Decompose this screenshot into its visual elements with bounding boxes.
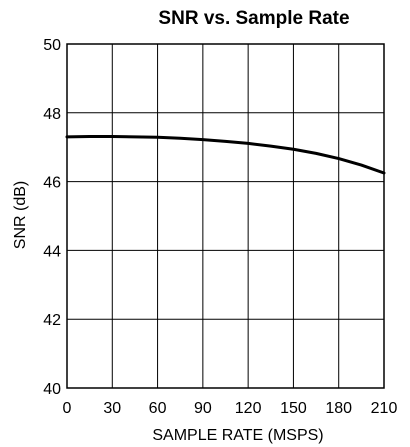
y-tick-label: 42 bbox=[43, 312, 61, 329]
y-tick-label: 40 bbox=[43, 381, 61, 398]
series-layer bbox=[65, 135, 386, 175]
x-tick-label: 180 bbox=[325, 400, 352, 417]
x-tick-label: 150 bbox=[280, 400, 307, 417]
x-tick-label: 60 bbox=[149, 400, 167, 417]
x-tick-label: 0 bbox=[63, 400, 72, 417]
y-tick-label: 48 bbox=[43, 106, 61, 123]
x-tick-label: 90 bbox=[194, 400, 212, 417]
y-axis-label: SNR (dB) bbox=[12, 181, 29, 249]
x-tick-label: 210 bbox=[371, 400, 398, 417]
x-tick-labels: 0 30 60 90 120 150 180 210 bbox=[63, 400, 398, 417]
x-tick-label: 30 bbox=[103, 400, 121, 417]
x-axis-label: SAMPLE RATE (MSPS) bbox=[152, 427, 323, 444]
x-tick-label: 120 bbox=[235, 400, 262, 417]
y-tick-label: 44 bbox=[43, 243, 61, 260]
plot-area-frame bbox=[66, 43, 385, 389]
grid-lines bbox=[66, 43, 385, 389]
y-tick-labels: 40 42 44 46 48 50 bbox=[43, 37, 61, 398]
snr-series-line bbox=[65, 135, 386, 175]
y-tick-label: 46 bbox=[43, 175, 61, 192]
chart-title: SNR vs. Sample Rate bbox=[158, 8, 349, 29]
y-tick-label: 50 bbox=[43, 37, 61, 54]
